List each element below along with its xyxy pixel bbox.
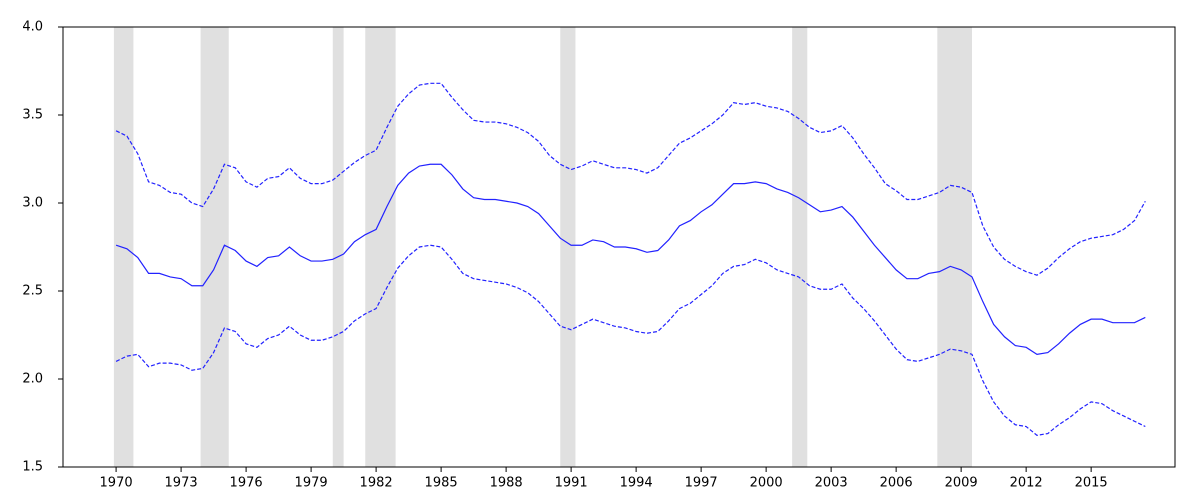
series-line — [115, 163, 1146, 355]
x-tick-label: 1994 — [620, 476, 653, 491]
x-tick-label: 2009 — [945, 476, 978, 491]
y-tick-label: 2.0 — [22, 372, 43, 387]
y-tick-label: 3.5 — [22, 108, 43, 123]
x-tick-label: 1982 — [360, 476, 393, 491]
shaded-region — [792, 27, 808, 467]
series-line — [115, 244, 1146, 436]
x-tick-label: 1979 — [295, 476, 328, 491]
x-tick-label: 2015 — [1075, 476, 1108, 491]
x-tick-label: 1976 — [230, 476, 263, 491]
shaded-region — [113, 27, 134, 467]
x-tick-label: 2012 — [1010, 476, 1043, 491]
x-tick-label: 1970 — [100, 476, 133, 491]
x-tick-label: 1973 — [165, 476, 198, 491]
x-tick-label: 2006 — [880, 476, 913, 491]
x-tick-label: 2003 — [815, 476, 848, 491]
plot-frame — [62, 26, 1176, 468]
y-tick-label: 4.0 — [22, 20, 43, 35]
shaded-region — [332, 27, 344, 467]
y-tick-label: 3.0 — [22, 196, 43, 211]
x-tick-label: 1997 — [685, 476, 718, 491]
x-tick-label: 1991 — [555, 476, 588, 491]
shaded-region — [365, 27, 396, 467]
y-tick-label: 1.5 — [22, 460, 43, 475]
x-tick-label: 1988 — [490, 476, 523, 491]
series-line — [115, 82, 1146, 276]
x-tick-label: 1985 — [425, 476, 458, 491]
x-tick-label: 2000 — [750, 476, 783, 491]
shaded-region — [937, 27, 972, 467]
shaded-region — [560, 27, 576, 467]
shaded-region — [200, 27, 229, 467]
y-tick-label: 2.5 — [22, 284, 43, 299]
